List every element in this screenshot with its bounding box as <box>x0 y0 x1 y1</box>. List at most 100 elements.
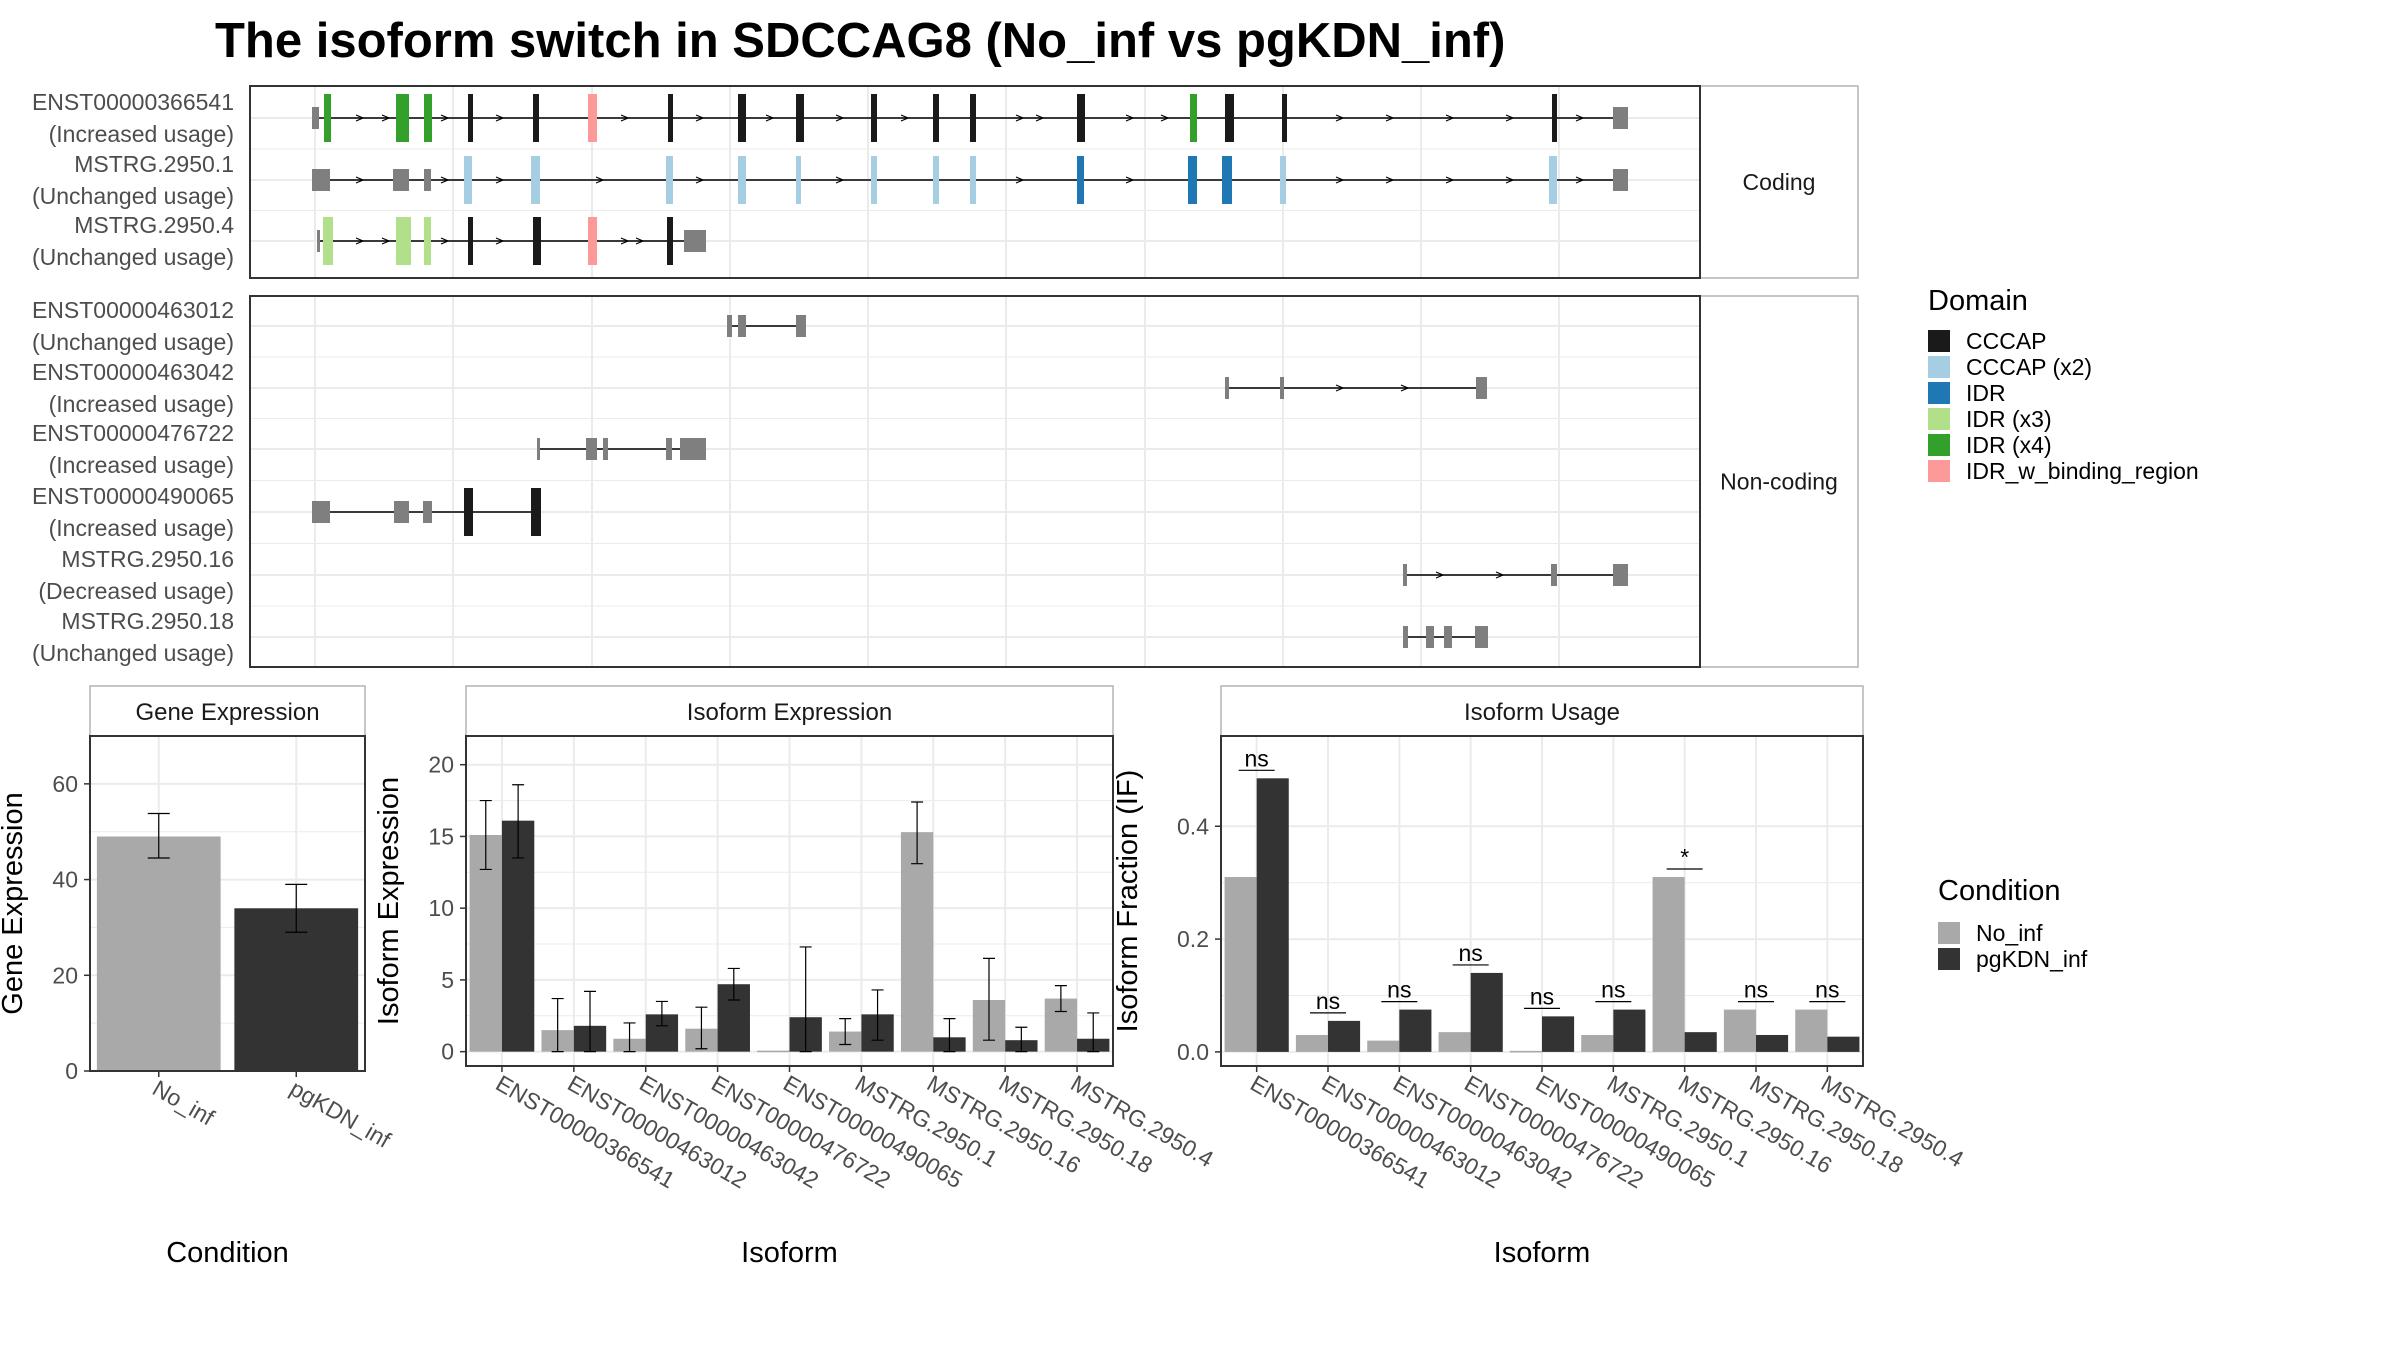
x-tick-label: pgKDN_inf <box>286 1075 396 1153</box>
y-tick-label: 0 <box>65 1058 78 1084</box>
exon-block <box>1077 94 1085 142</box>
bar <box>1581 1034 1614 1052</box>
bar <box>1328 1020 1361 1052</box>
legend-label: CCCAP (x2) <box>1966 354 2092 380</box>
exon-block <box>1188 156 1197 204</box>
strand-arrow <box>440 237 450 245</box>
significance-label: ns <box>1245 745 1269 771</box>
exon-block <box>1551 564 1557 586</box>
strand-arrow <box>495 237 505 245</box>
exon-block <box>394 501 409 523</box>
exon-block <box>393 169 409 191</box>
legend-swatch <box>1938 922 1960 944</box>
y-axis-title: Isoform Fraction (IF) <box>1112 770 1144 1033</box>
bar <box>1795 1009 1828 1052</box>
bar <box>234 908 359 1071</box>
strand-arrow <box>440 114 450 122</box>
exon-block <box>1444 626 1452 648</box>
strand-arrow <box>835 114 845 122</box>
isoform-name-label: ENST00000463012 <box>32 297 234 323</box>
isoform-usage-label: (Unchanged usage) <box>32 183 234 209</box>
y-tick-label: 0.2 <box>1177 926 1209 952</box>
strand-arrow <box>1335 114 1345 122</box>
significance-label: ns <box>1459 940 1483 966</box>
error-bar <box>479 799 492 871</box>
strand-arrow <box>1035 114 1045 122</box>
strand-arrow <box>695 114 705 122</box>
strand-arrow <box>695 176 705 184</box>
strand-arrow <box>595 176 605 184</box>
legend-swatch <box>1928 330 1950 352</box>
strand-arrow <box>620 237 630 245</box>
structure-panel-bg <box>250 296 1700 667</box>
isoform-name-label: ENST00000463042 <box>32 359 234 385</box>
y-tick-label: 60 <box>52 771 78 797</box>
isoform-usage-label: (Unchanged usage) <box>32 329 234 355</box>
bar <box>757 1050 790 1053</box>
strand-arrow <box>635 237 645 245</box>
exon-block <box>871 156 877 204</box>
exon-block <box>323 217 333 265</box>
isoform-usage-label: (Unchanged usage) <box>32 640 234 666</box>
legend-label: IDR (x4) <box>1966 432 2052 458</box>
isoform-usage-panel: Isoform Usage0.00.20.4nsENST00000366541n… <box>1112 685 1968 1269</box>
exon-block <box>1225 94 1234 142</box>
exon-block <box>871 94 877 142</box>
exon-block <box>666 438 672 460</box>
exon-block <box>667 217 673 265</box>
error-bar <box>285 883 308 933</box>
strand-arrow <box>1445 176 1455 184</box>
bar <box>1542 1016 1575 1052</box>
significance-label: ns <box>1530 983 1554 1009</box>
bar <box>1613 1009 1646 1052</box>
bar <box>1509 1050 1542 1053</box>
panel-title: Isoform Usage <box>1464 699 1620 726</box>
error-bar <box>147 812 170 859</box>
exon-block <box>533 94 539 142</box>
exon-block <box>424 94 432 142</box>
y-tick-label: 0 <box>441 1039 454 1065</box>
isoform-structure-plot: Coding ENST00000366541 (Increased usage) MS… <box>32 85 1859 668</box>
isoform-name-label: ENST00000490065 <box>32 483 234 509</box>
exon-block <box>317 230 320 252</box>
panel-border <box>465 735 1114 1067</box>
significance-label: ns <box>1387 977 1411 1003</box>
exon-block <box>1077 156 1084 204</box>
exon-block <box>1426 626 1434 648</box>
significance-label: * <box>1680 844 1689 870</box>
strand-arrow <box>1575 176 1585 184</box>
bar <box>1224 877 1257 1052</box>
panel-strip <box>1220 685 1864 737</box>
exon-block <box>1403 626 1408 648</box>
legend-label: CCCAP <box>1966 328 2047 354</box>
strand-arrow <box>1385 176 1395 184</box>
legend-label: IDR (x3) <box>1966 406 2052 432</box>
bar <box>1827 1036 1860 1052</box>
exon-block <box>588 94 597 142</box>
strand-arrow <box>900 114 910 122</box>
isoform-name-label: MSTRG.2950.1 <box>74 151 234 177</box>
exon-block <box>970 94 976 142</box>
y-axis-title: Isoform Expression <box>373 777 405 1025</box>
y-axis-title: Gene Expression <box>0 792 29 1014</box>
error-bar <box>695 1006 708 1050</box>
exon-block <box>684 230 706 252</box>
error-bar <box>1054 985 1067 1013</box>
exon-block <box>312 501 330 523</box>
y-tick-label: 0.4 <box>1177 813 1209 839</box>
isoform-name-label: MSTRG.2950.4 <box>74 212 234 238</box>
legend-label: pgKDN_inf <box>1976 946 2088 972</box>
exon-block <box>464 488 473 536</box>
exon-block <box>796 156 801 204</box>
exon-block <box>1613 169 1628 191</box>
isoform-usage-label: (Increased usage) <box>49 121 234 147</box>
error-bar <box>727 967 740 1001</box>
exon-block <box>537 438 540 460</box>
strand-arrow <box>1505 176 1515 184</box>
strand-arrow <box>1385 114 1395 122</box>
isoform-name-label: ENST00000366541 <box>32 89 234 115</box>
facet-label: Non-coding <box>1720 469 1838 495</box>
exon-block <box>586 438 597 460</box>
strand-arrow <box>1505 114 1515 122</box>
bar <box>1367 1040 1400 1052</box>
